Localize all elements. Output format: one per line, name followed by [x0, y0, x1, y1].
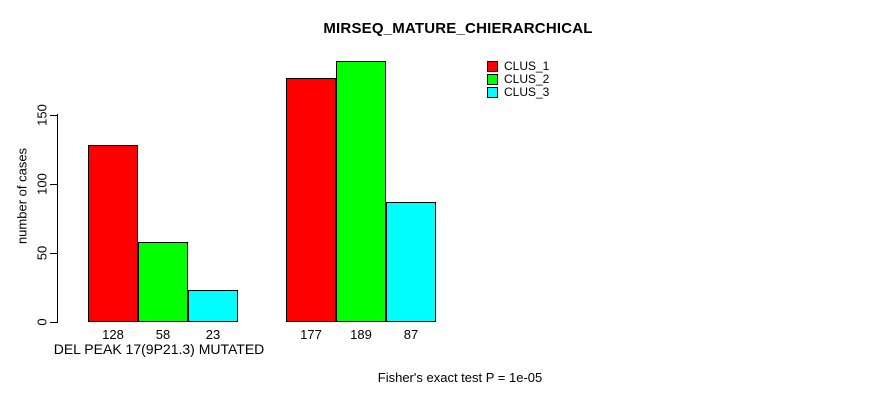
bar-value-label: 87 [403, 327, 419, 342]
y-tick-label: 150 [34, 104, 50, 126]
annotation-text: Fisher's exact test P = 1e-05 [377, 370, 543, 385]
bar-clus_1-group2 [286, 77, 336, 322]
chart-title: MIRSEQ_MATURE_CHIERARCHICAL [323, 20, 593, 37]
bar-clus_2-group2 [336, 61, 386, 322]
bar-clus_1-group1 [88, 145, 138, 322]
legend-swatch-clus_2 [487, 74, 498, 85]
legend-item: CLUS_1 [487, 60, 549, 73]
bar-value-label: 177 [300, 327, 322, 342]
bar-value-label: 128 [102, 327, 124, 342]
y-axis-tick [50, 183, 57, 185]
bar-value-label: 189 [350, 327, 372, 342]
legend-item: CLUS_2 [487, 73, 549, 86]
legend-swatch-clus_1 [487, 61, 498, 72]
y-tick-label: 0 [34, 318, 50, 326]
bar-clus_2-group1 [138, 241, 188, 322]
legend-item: CLUS_3 [487, 86, 549, 99]
y-axis-tick [50, 252, 57, 254]
y-axis-line [57, 114, 58, 323]
legend-swatch-clus_3 [487, 87, 498, 98]
legend: CLUS_1 CLUS_2 CLUS_3 [487, 60, 549, 99]
y-tick-label: 100 [34, 173, 50, 195]
x-group-label: DEL PEAK 17(9P21.3) MUTATED [53, 341, 265, 357]
bar-clus_3-group2 [386, 201, 436, 322]
legend-label: CLUS_1 [504, 59, 550, 73]
legend-label: CLUS_3 [504, 85, 550, 99]
y-axis-label: number of cases [14, 147, 30, 245]
y-axis-tick [50, 321, 57, 323]
bar-value-label: 23 [205, 327, 221, 342]
y-tick-label: 50 [34, 245, 50, 261]
bar-clus_3-group1 [188, 290, 238, 322]
bar-value-label: 58 [155, 327, 171, 342]
y-axis-tick [50, 114, 57, 116]
legend-label: CLUS_2 [504, 72, 550, 86]
